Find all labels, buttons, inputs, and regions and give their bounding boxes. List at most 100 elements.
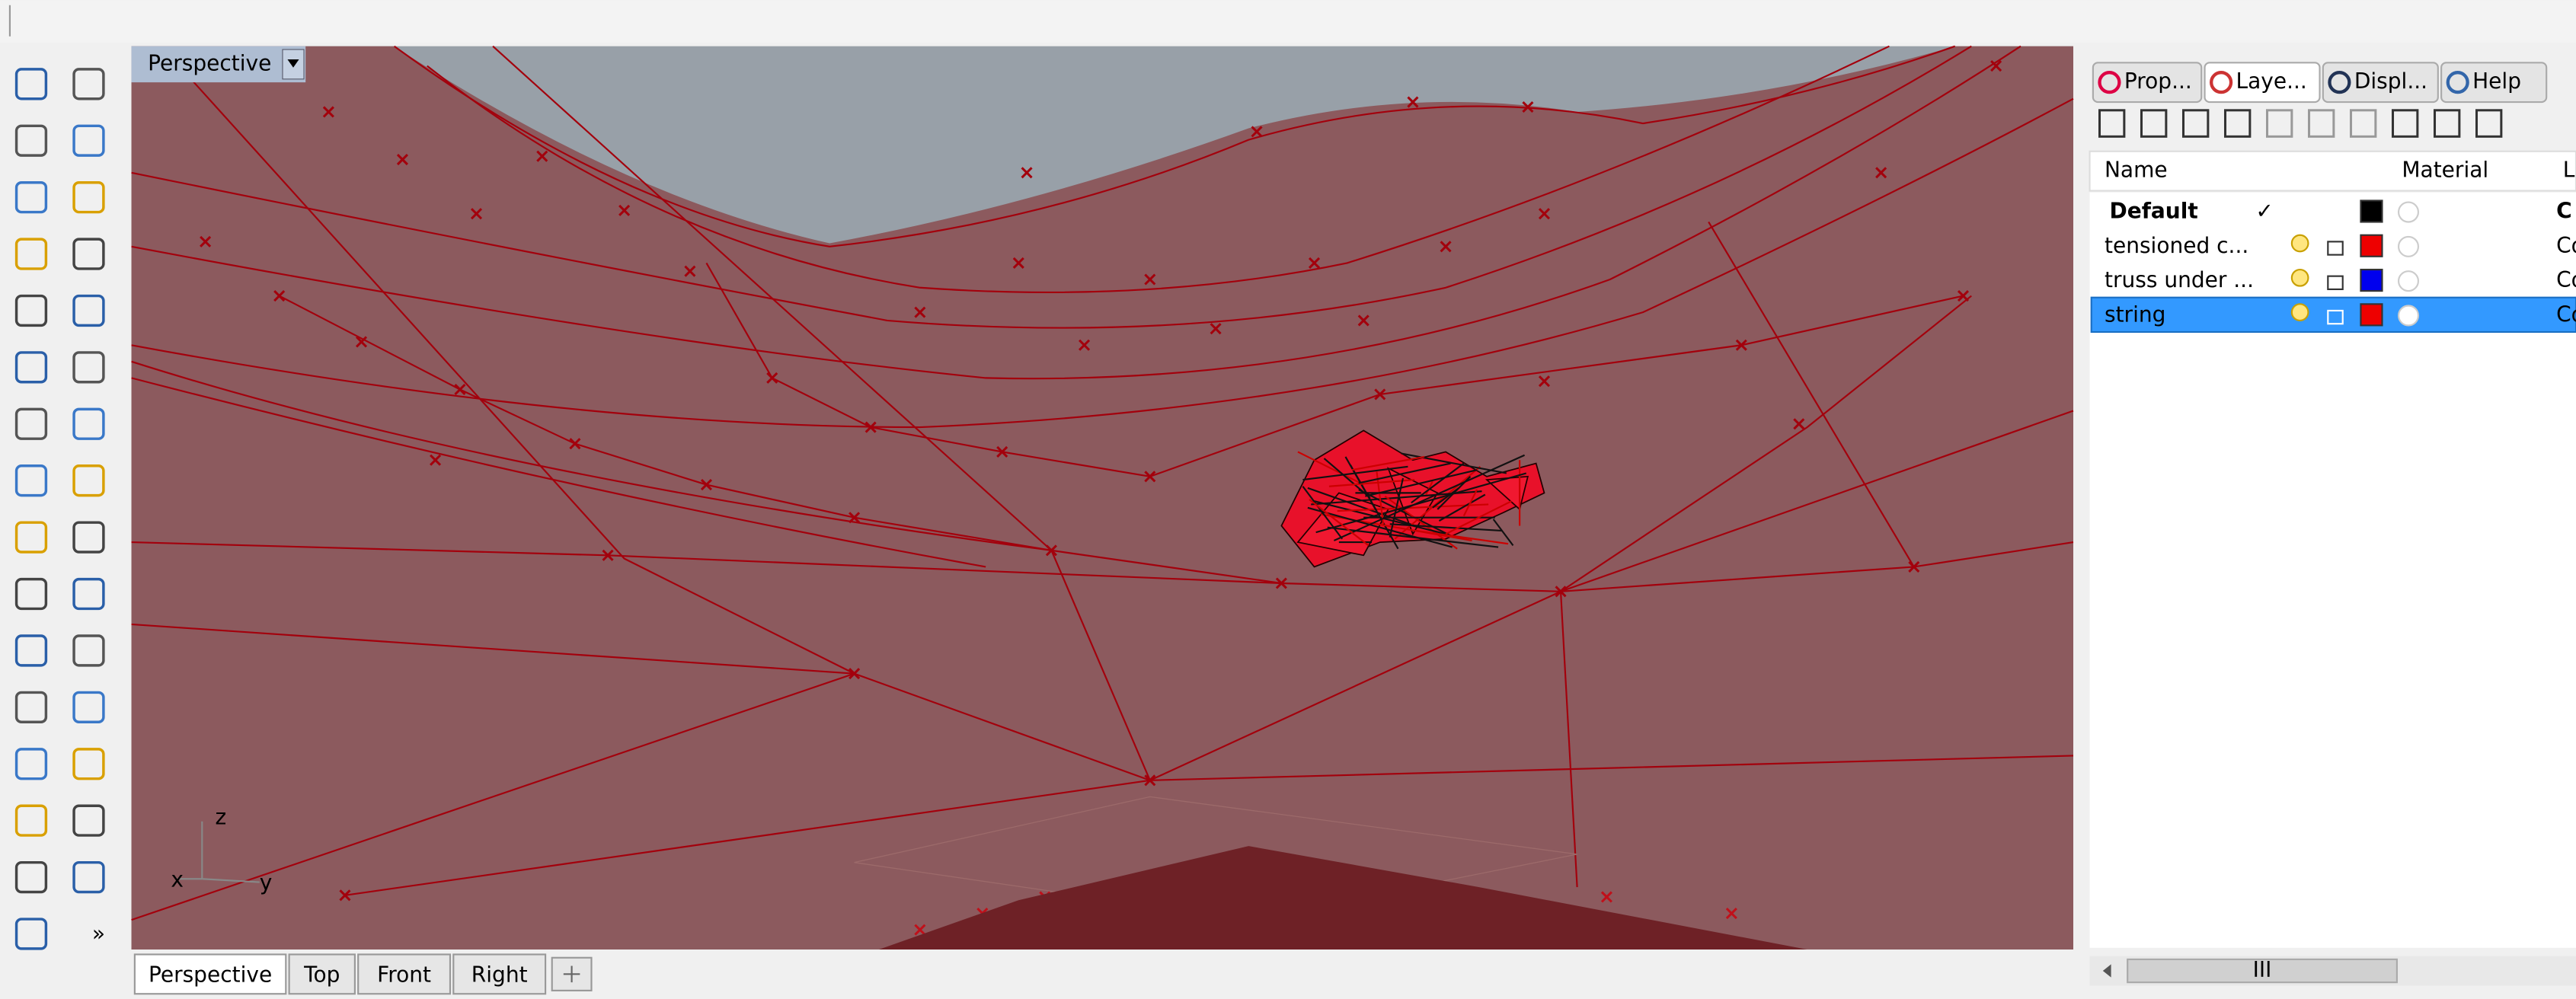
viewport-tab[interactable] <box>288 953 356 995</box>
scroll-left[interactable] <box>2102 964 2111 978</box>
tool-button[interactable] <box>72 691 105 723</box>
viewport-tab[interactable] <box>133 953 287 995</box>
panel-tab-icon <box>2210 71 2233 94</box>
layer-name[interactable]: string <box>2105 302 2165 327</box>
material-swatch[interactable] <box>2397 270 2420 292</box>
panel-tool[interactable] <box>2098 109 2126 138</box>
viewport-tab-label[interactable]: Top <box>303 962 340 987</box>
visible-bulb[interactable] <box>2290 234 2309 253</box>
layer-linetype[interactable]: Co <box>2556 267 2576 292</box>
panel-tab[interactable] <box>2204 62 2321 104</box>
tool-button[interactable] <box>72 238 105 270</box>
tool-button[interactable] <box>14 464 48 497</box>
tool-button[interactable] <box>14 238 48 270</box>
tool-button[interactable] <box>14 748 48 780</box>
tool-button[interactable] <box>72 634 105 667</box>
viewport-tab-label[interactable]: Perspective <box>149 962 272 987</box>
tool-button[interactable] <box>14 691 48 723</box>
layer-row[interactable]: string Co <box>2090 296 2576 334</box>
tool-button[interactable] <box>14 521 48 554</box>
layer-linetype[interactable]: Co <box>2556 302 2576 327</box>
panel-tool[interactable] <box>2140 109 2168 138</box>
panel-tool[interactable] <box>2475 109 2503 138</box>
layer-row[interactable]: tensioned c... Co <box>2105 233 2576 258</box>
layer-name[interactable]: tensioned c... <box>2105 233 2248 258</box>
layer-color[interactable] <box>2360 268 2383 292</box>
layer-name[interactable]: truss under ... <box>2105 267 2254 292</box>
panel-tool[interactable] <box>2349 109 2377 138</box>
visible-bulb[interactable] <box>2290 268 2309 287</box>
panel-tool[interactable] <box>2433 109 2461 138</box>
panel-tab-label[interactable]: Help <box>2472 69 2521 94</box>
layer-row[interactable]: Default ✓ C <box>2109 199 2571 224</box>
lock-icon[interactable] <box>2327 241 2344 256</box>
col-linetype[interactable]: L <box>2563 158 2575 183</box>
lock-icon[interactable] <box>2327 275 2344 290</box>
tool-button[interactable] <box>14 68 48 101</box>
layer-linetype[interactable]: Co <box>2556 233 2576 258</box>
viewport-tab-label[interactable]: Front <box>377 962 431 987</box>
tool-button[interactable] <box>72 748 105 780</box>
layer-color[interactable] <box>2360 199 2383 223</box>
material-swatch[interactable] <box>2397 201 2420 223</box>
viewport-label-box[interactable] <box>131 46 306 83</box>
tool-button[interactable] <box>14 918 48 950</box>
col-name[interactable]: Name <box>2105 158 2168 183</box>
tool-button[interactable] <box>14 124 48 157</box>
tool-button[interactable] <box>14 804 48 837</box>
layer-linetype[interactable]: C <box>2556 199 2572 224</box>
viewport-tab[interactable] <box>452 953 547 995</box>
visible-bulb[interactable] <box>2290 303 2309 321</box>
panel-tab-label[interactable]: Displ... <box>2354 69 2427 94</box>
tool-button[interactable] <box>14 860 48 894</box>
tool-button[interactable] <box>72 804 105 837</box>
mesh-line <box>163 49 855 675</box>
viewport-tab-label[interactable]: Right <box>471 962 528 987</box>
panel-tab-label[interactable]: Prop... <box>2124 69 2192 94</box>
panel-tab-label[interactable]: Laye... <box>2236 69 2307 94</box>
panel-tool[interactable] <box>2307 109 2335 138</box>
tool-button[interactable] <box>72 351 105 384</box>
tool-button[interactable] <box>14 407 48 440</box>
layer-color[interactable] <box>2360 303 2383 327</box>
tool-button[interactable] <box>14 577 48 611</box>
tool-button[interactable] <box>72 180 105 214</box>
tool-button[interactable] <box>14 180 48 214</box>
tool-button[interactable] <box>14 351 48 384</box>
scroll-thumb[interactable] <box>2127 958 2398 984</box>
panel-tool[interactable] <box>2223 109 2252 138</box>
tool-button[interactable] <box>72 464 105 497</box>
layer-name[interactable]: Default <box>2109 199 2197 224</box>
layer-color[interactable] <box>2360 234 2383 257</box>
tool-button[interactable] <box>72 407 105 440</box>
viewport-tab[interactable] <box>357 953 452 995</box>
tool-button[interactable] <box>72 124 105 157</box>
viewport-label[interactable]: Perspective <box>148 50 271 75</box>
panel-tool[interactable] <box>2265 109 2293 138</box>
tool-button[interactable] <box>72 294 105 327</box>
clump-edge <box>1323 458 1371 499</box>
material-swatch[interactable] <box>2397 305 2420 327</box>
layer-row[interactable]: truss under ... Co <box>2105 267 2576 292</box>
mesh-line <box>1149 755 2074 781</box>
panel-toolbar <box>2098 109 2503 138</box>
mesh-line <box>279 295 1052 551</box>
vertex-marker <box>1251 126 1263 138</box>
panel-tab[interactable] <box>2092 62 2203 104</box>
tool-button[interactable] <box>72 860 105 894</box>
col-material[interactable]: Material <box>2402 158 2488 183</box>
add-tab[interactable] <box>551 956 593 991</box>
lock-icon[interactable] <box>2327 309 2344 325</box>
panel-tab[interactable] <box>2322 62 2439 104</box>
tool-button[interactable] <box>72 577 105 611</box>
toolbar-more[interactable]: » <box>92 921 105 946</box>
panel-tab[interactable] <box>2440 62 2548 104</box>
material-swatch[interactable] <box>2397 235 2420 257</box>
tool-button[interactable] <box>14 634 48 667</box>
panel-tool[interactable] <box>2391 109 2419 138</box>
tool-button[interactable] <box>72 521 105 554</box>
tool-button[interactable] <box>72 68 105 101</box>
panel-tool[interactable] <box>2181 109 2210 138</box>
tool-button[interactable] <box>14 294 48 327</box>
